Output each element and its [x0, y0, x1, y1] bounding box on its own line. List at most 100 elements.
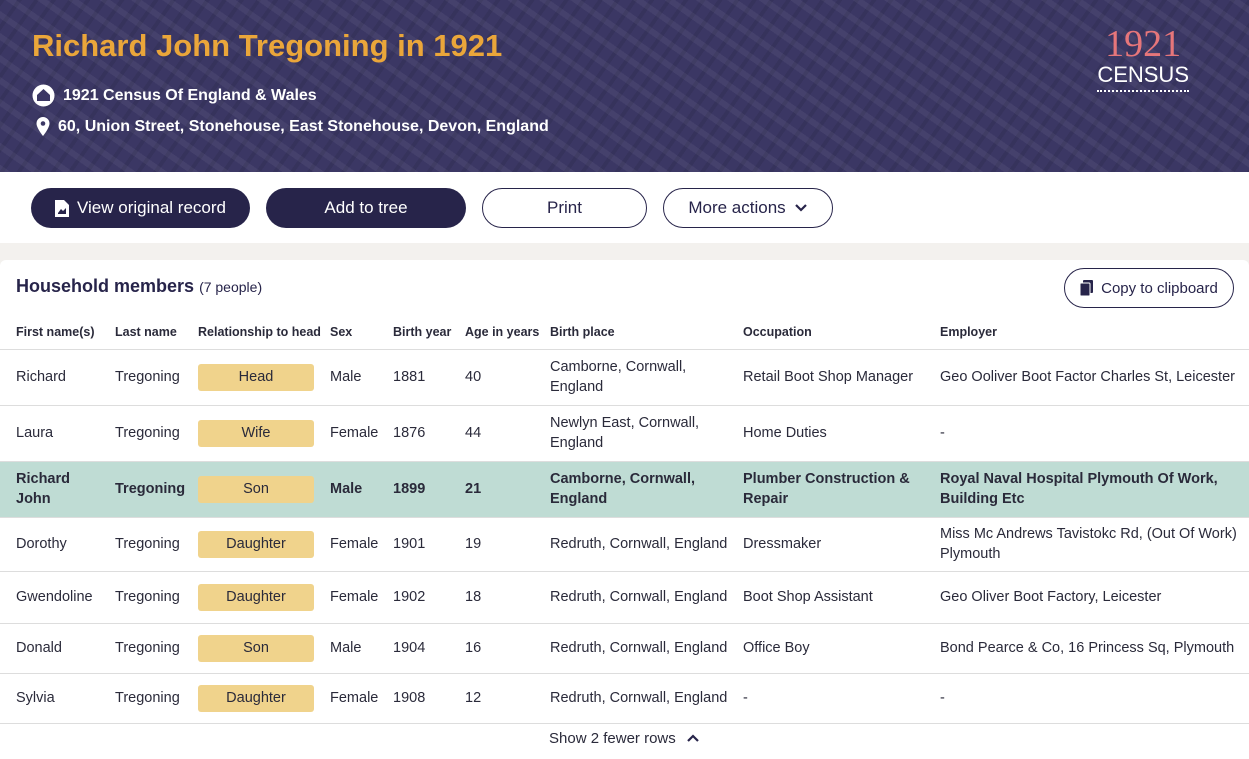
- table-cell: 19: [465, 516, 550, 571]
- view-record-button[interactable]: View original record: [31, 188, 250, 228]
- table-cell: Redruth, Cornwall, England: [550, 622, 743, 673]
- table-cell: 40: [465, 348, 550, 405]
- table-cell: Miss Mc Andrews Tavistokc Rd, (Out Of Wo…: [940, 516, 1249, 571]
- household-card: Household members (7 people) Copy to cli…: [0, 260, 1249, 759]
- table-cell: 1901: [393, 516, 465, 571]
- table-cell: 44: [465, 404, 550, 461]
- table-cell: 1876: [393, 404, 465, 461]
- table-cell: Son: [198, 460, 330, 517]
- relationship-badge: Head: [198, 363, 314, 391]
- relationship-badge: Son: [198, 475, 314, 503]
- copy-button[interactable]: Copy to clipboard: [1064, 268, 1234, 308]
- table-cell: Laura: [0, 404, 115, 461]
- table-cell: Daughter: [198, 516, 330, 571]
- table-cell: 12: [465, 672, 550, 724]
- print-button[interactable]: Print: [482, 188, 647, 228]
- add-tree-button[interactable]: Add to tree: [266, 188, 466, 228]
- button-label: Copy to clipboard: [1101, 279, 1218, 297]
- household-heading: Household members (7 people): [16, 276, 262, 297]
- header-row: First name(s) Last name Relationship to he…: [0, 316, 1249, 349]
- source-icon: [32, 84, 55, 107]
- table-cell: Wife: [198, 404, 330, 461]
- table-cell: Head: [198, 348, 330, 405]
- table-cell: 18: [465, 570, 550, 623]
- table-cell: Geo Ooliver Boot Factor Charles St, Leic…: [940, 348, 1249, 405]
- table-cell: Richard: [0, 348, 115, 405]
- table-cell: Female: [330, 404, 393, 461]
- table-cell: 1902: [393, 570, 465, 623]
- column-header: Employer: [940, 325, 997, 340]
- toggle-rows[interactable]: Show 2 fewer rows: [0, 730, 1249, 747]
- address: 60, Union Street, Stonehouse, East Stone…: [58, 118, 549, 135]
- member-row: Donald Tregoning Son Male 1904 16 Redruth, Cor…: [0, 622, 1249, 673]
- table-cell: Daughter: [198, 570, 330, 623]
- table-cell: Daughter: [198, 672, 330, 724]
- table-cell: Boot Shop Assistant: [743, 570, 940, 623]
- table-cell: Son: [198, 622, 330, 673]
- household-table: First name(s) Last name Relationship to he…: [0, 316, 1249, 724]
- table-cell: Tregoning: [115, 570, 198, 623]
- table-cell: Tregoning: [115, 516, 198, 571]
- column-header: Occupation: [743, 325, 812, 340]
- member-row: Laura Tregoning Wife Female 1876 44 Newlyn Eas…: [0, 404, 1249, 461]
- member-row: Richard John Tregoning Son Male 1899 21 Cambor…: [0, 460, 1249, 517]
- table-cell: Tregoning: [115, 622, 198, 673]
- table-cell: Female: [330, 570, 393, 623]
- copy-icon: [1080, 280, 1094, 296]
- table-cell: -: [940, 404, 1249, 461]
- button-label: Add to tree: [324, 198, 408, 217]
- action-bar: View original record Add to tree Print M…: [0, 172, 1249, 243]
- member-row: Gwendoline Tregoning Daughter Female 1902 18 R…: [0, 570, 1249, 623]
- table-cell: Bond Pearce & Co, 16 Princess Sq, Plymou…: [940, 622, 1249, 673]
- column-header: First name(s): [16, 325, 95, 340]
- table-cell: Gwendoline: [0, 570, 115, 623]
- chevron-up: [687, 734, 699, 742]
- column-header: Relationship to head: [198, 325, 321, 340]
- table-cell: Male: [330, 460, 393, 517]
- table-cell: Donald: [0, 622, 115, 673]
- source-line: 1921 Census Of England & Wales: [32, 84, 317, 107]
- table-cell: Redruth, Cornwall, England: [550, 570, 743, 623]
- address-line: 60, Union Street, Stonehouse, East Stone…: [36, 117, 549, 137]
- table-cell: 1899: [393, 460, 465, 517]
- household-title: Household members: [16, 276, 195, 296]
- column-header: Birth place: [550, 325, 615, 340]
- table-cell: -: [743, 672, 940, 724]
- relationship-badge: Daughter: [198, 684, 314, 712]
- record-title: Richard John Tregoning in 1921: [32, 28, 503, 63]
- table-cell: Richard John: [0, 460, 115, 517]
- more-actions-button[interactable]: More actions: [663, 188, 833, 228]
- column-header: Birth year: [393, 325, 452, 340]
- table-cell: Male: [330, 622, 393, 673]
- table-cell: Redruth, Cornwall, England: [550, 672, 743, 724]
- table-cell: 21: [465, 460, 550, 517]
- table-cell: Sylvia: [0, 672, 115, 724]
- relationship-badge: Wife: [198, 419, 314, 447]
- table-cell: Home Duties: [743, 404, 940, 461]
- chevron-down: [794, 204, 807, 212]
- table-cell: Newlyn East, Cornwall, England: [550, 404, 743, 461]
- member-row: Richard Tregoning Head Male 1881 40 Camborne, …: [0, 348, 1249, 405]
- button-label: View original record: [77, 198, 226, 217]
- table-cell: Tregoning: [115, 404, 198, 461]
- member-row: Dorothy Tregoning Daughter Female 1901 19 Redr…: [0, 516, 1249, 571]
- table-cell: 1881: [393, 348, 465, 405]
- table-cell: Dorothy: [0, 516, 115, 571]
- table-cell: Male: [330, 348, 393, 405]
- table-cell: Geo Oliver Boot Factory, Leicester: [940, 570, 1249, 623]
- column-header: Last name: [115, 325, 177, 340]
- table-cell: Camborne, Cornwall, England: [550, 348, 743, 405]
- table-cell: Dressmaker: [743, 516, 940, 571]
- pin-icon: [36, 117, 50, 136]
- column-header: Sex: [330, 325, 353, 340]
- household-count: (7 people): [199, 279, 263, 295]
- table-cell: Royal Naval Hospital Plymouth Of Work, B…: [940, 460, 1249, 517]
- table-cell: Plumber Construction & Repair: [743, 460, 940, 517]
- toggle-label: Show 2 fewer rows: [549, 730, 676, 747]
- table-cell: Tregoning: [115, 672, 198, 724]
- table-cell: Retail Boot Shop Manager: [743, 348, 940, 405]
- table-cell: Camborne, Cornwall, England: [550, 460, 743, 517]
- table-cell: 16: [465, 622, 550, 673]
- logo-word: CENSUS: [1097, 62, 1189, 92]
- logo-year: 1921: [1105, 23, 1182, 65]
